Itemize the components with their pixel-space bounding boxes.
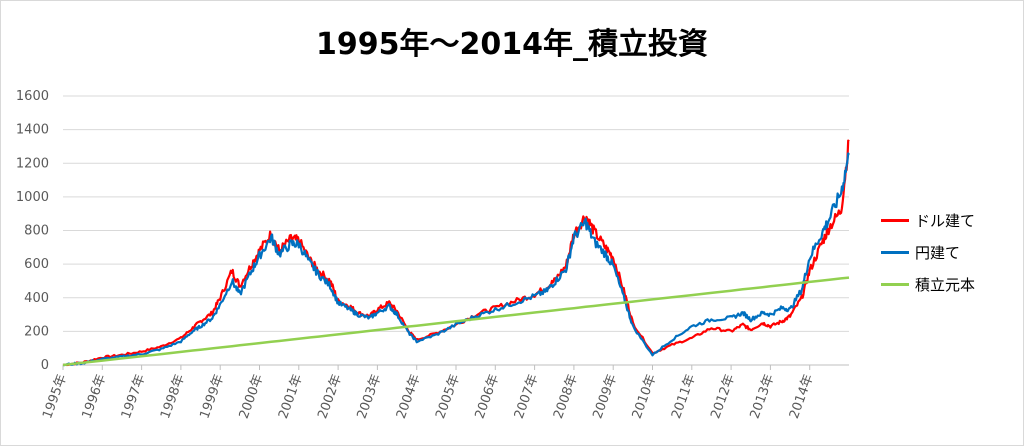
legend-swatch: [881, 282, 909, 286]
x-tick-label: 2011年: [669, 372, 699, 420]
x-tick-label: 2001年: [276, 372, 306, 420]
chart-title: 1995年～2014年_積立投資: [316, 27, 708, 62]
y-tick-label: 1400: [16, 123, 49, 138]
x-tick-label: 2002年: [315, 372, 345, 420]
x-tick-label: 2005年: [433, 372, 463, 420]
x-tick-label: 2012年: [708, 372, 738, 420]
y-tick-label: 600: [24, 257, 49, 272]
x-tick-label: 1998年: [158, 372, 188, 420]
legend-item: 円建て: [881, 241, 1021, 263]
legend-label: 積立元本: [915, 275, 976, 294]
legend-swatch: [881, 250, 909, 254]
y-tick-label: 200: [24, 324, 49, 339]
x-tick-label: 2009年: [590, 372, 620, 420]
x-tick-label: 2000年: [237, 372, 267, 420]
legend-item: ドル建て: [881, 209, 1021, 231]
x-tick-label: 1995年: [40, 372, 70, 420]
series-line-3: [62, 276, 850, 367]
x-tick-label: 2010年: [630, 372, 660, 420]
x-tick-label: 2006年: [472, 372, 502, 420]
y-tick-label: 400: [24, 291, 49, 306]
x-tick-label: 2014年: [787, 372, 817, 420]
x-tick-label: 2003年: [355, 372, 385, 420]
legend-item: 積立元本: [881, 273, 1021, 295]
y-tick-label: 0: [41, 358, 49, 373]
y-tick-label: 800: [24, 224, 49, 239]
y-tick-label: 1600: [16, 89, 49, 104]
series-line-2: [63, 152, 850, 367]
x-tick-label: 1999年: [197, 372, 227, 420]
legend-label: ドル建て: [915, 211, 976, 230]
x-tick-label: 2008年: [551, 372, 581, 420]
x-tick-label: 2007年: [512, 372, 542, 420]
x-tick-label: 1997年: [119, 372, 149, 420]
legend-label: 円建て: [915, 243, 961, 262]
x-tick-label: 1996年: [79, 372, 109, 420]
y-tick-label: 1200: [16, 156, 49, 171]
x-tick-label: 2004年: [394, 372, 424, 420]
legend-swatch: [881, 218, 909, 222]
x-tick-label: 2013年: [748, 372, 778, 420]
chart-legend: ドル建て円建て積立元本: [881, 209, 1021, 305]
y-tick-label: 1000: [16, 190, 49, 205]
